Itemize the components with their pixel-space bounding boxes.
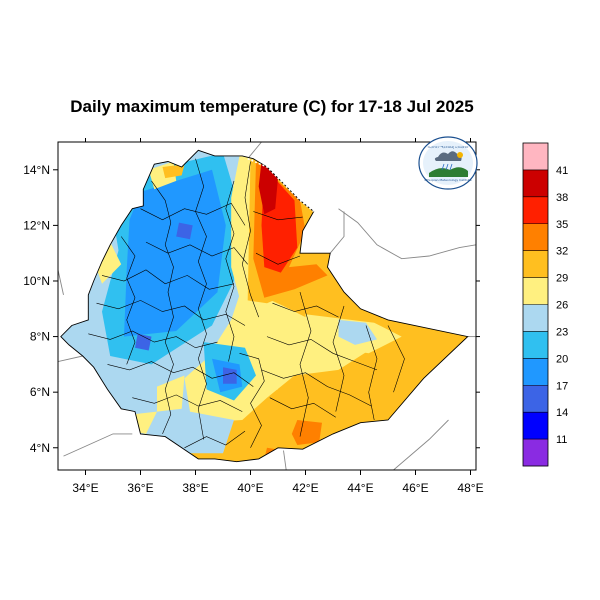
- colorbar-swatch: [523, 196, 548, 225]
- admin-boundary-line: [255, 252, 301, 265]
- colorbar-swatch: [523, 169, 548, 198]
- neighbor-border-line: [338, 208, 476, 260]
- admin-boundaries: [88, 158, 405, 449]
- logo-text-bottom: Ethiopian Meteorology Institute: [424, 178, 471, 182]
- colorbar-label: 32: [556, 246, 568, 258]
- colorbar-swatch: [523, 439, 548, 467]
- temperature-zone: [291, 420, 322, 445]
- temperature-zone: [231, 155, 254, 298]
- colorbar-label: 11: [556, 434, 567, 446]
- neighbor-border-line: [58, 269, 64, 295]
- logo-text-top: የኢትዮጵያ ሚቲዎሮሎጂ ኢንስቲትዩት: [428, 145, 469, 149]
- admin-boundary-line: [253, 211, 303, 221]
- map-border: [57, 141, 477, 471]
- admin-boundary-line: [145, 241, 248, 265]
- colorbar-label: 41: [556, 165, 568, 177]
- admin-boundary-line: [261, 369, 372, 407]
- admin-boundary-line: [365, 325, 378, 421]
- y-tick-label: 12°N: [23, 218, 50, 232]
- neighbor-border-line: [247, 142, 262, 159]
- admin-boundary-line: [107, 361, 254, 387]
- admin-boundary-line: [195, 158, 207, 440]
- colorbar-swatch: [523, 385, 548, 413]
- y-tick-label: 6°N: [30, 385, 50, 399]
- x-tick-label: 34°E: [72, 481, 98, 495]
- colorbar-swatch: [523, 304, 548, 332]
- y-tick-label: 10°N: [23, 274, 50, 288]
- admin-boundary-line: [241, 161, 259, 318]
- x-tick-label: 36°E: [127, 481, 153, 495]
- colorbar-label: 38: [556, 192, 568, 204]
- x-tick-label: 42°E: [292, 481, 318, 495]
- neighbor-border-line: [63, 433, 133, 457]
- neighbor-border-line: [283, 450, 287, 470]
- y-tick-label: 14°N: [23, 163, 50, 177]
- colorbar-label: 29: [556, 273, 568, 285]
- admin-boundary-line: [272, 302, 339, 318]
- y-tick-label: 4°N: [30, 441, 50, 455]
- x-tick-label: 48°E: [457, 481, 483, 495]
- x-tick-label: 44°E: [347, 481, 373, 495]
- admin-boundary-line: [96, 300, 246, 326]
- neighbor-borders: [58, 142, 476, 470]
- admin-boundary-line: [132, 394, 243, 412]
- colorbar-swatch: [523, 331, 548, 359]
- admin-boundary-line: [151, 180, 174, 435]
- admin-boundary-line: [299, 292, 312, 437]
- colorbar-label: 17: [556, 380, 568, 392]
- temperature-zone: [264, 447, 284, 459]
- x-tick-label: 46°E: [402, 481, 428, 495]
- temperature-zone: [176, 222, 193, 240]
- temperature-zone: [157, 375, 185, 412]
- colorbar-swatch: [523, 143, 548, 171]
- temperature-zone: [135, 333, 152, 351]
- admin-boundary-line: [184, 430, 246, 449]
- neighbor-border-line: [393, 419, 449, 470]
- neighbor-border-line: [329, 211, 345, 254]
- temperature-zone: [338, 319, 377, 345]
- admin-boundary-line: [120, 236, 136, 365]
- colorbar-swatch: [523, 412, 548, 440]
- temperature-zone: [124, 169, 226, 337]
- admin-boundary-line: [332, 305, 345, 412]
- colorbar-label: 20: [556, 353, 568, 365]
- admin-boundary-line: [387, 325, 405, 393]
- colorbar-swatch: [523, 358, 548, 386]
- admin-boundary-line: [101, 269, 235, 290]
- x-axis: 34°E 36°E 38°E 40°E 42°E 44°E 46°E 48°E: [72, 138, 484, 495]
- x-tick-label: 40°E: [237, 481, 263, 495]
- institute-logo: የኢትዮጵያ ሚቲዎሮሎጂ ኢንስቲትዩት Ethiopian Meteorol…: [418, 136, 478, 190]
- y-axis: 14°N 12°N 10°N 8°N 6°N 4°N: [23, 163, 480, 455]
- temperature-zone: [256, 367, 278, 393]
- x-tick-label: 38°E: [182, 481, 208, 495]
- temperature-zone: [258, 161, 278, 215]
- admin-boundary-line: [88, 330, 218, 349]
- colorbar-label: 23: [556, 326, 568, 338]
- admin-boundary-line: [239, 353, 265, 448]
- admin-boundary-line: [269, 397, 336, 418]
- admin-boundary-line: [266, 336, 378, 371]
- temperature-field: [60, 150, 468, 462]
- temperature-zone: [223, 367, 237, 384]
- colorbar-swatch: [523, 223, 548, 251]
- colorbar: 41 38 35 32 29 26 23 20 17 14 11: [522, 142, 568, 467]
- admin-boundary-line: [225, 180, 235, 362]
- colorbar-label: 14: [556, 407, 568, 419]
- colorbar-swatch: [523, 277, 548, 305]
- y-tick-label: 8°N: [30, 330, 50, 344]
- neighbor-border-line: [58, 355, 83, 363]
- colorbar-label: 35: [556, 219, 568, 231]
- map-frame: 34°E 36°E 38°E 40°E 42°E 44°E 46°E 48°E 14°N 12°…: [23, 138, 484, 495]
- colorbar-swatch: [523, 250, 548, 278]
- eritrea-border-dashes: [247, 158, 315, 213]
- map-title: Daily maximum temperature (C) for 17-18 …: [70, 97, 473, 116]
- temperature-zone: [162, 164, 185, 179]
- colorbar-label: 26: [556, 300, 568, 312]
